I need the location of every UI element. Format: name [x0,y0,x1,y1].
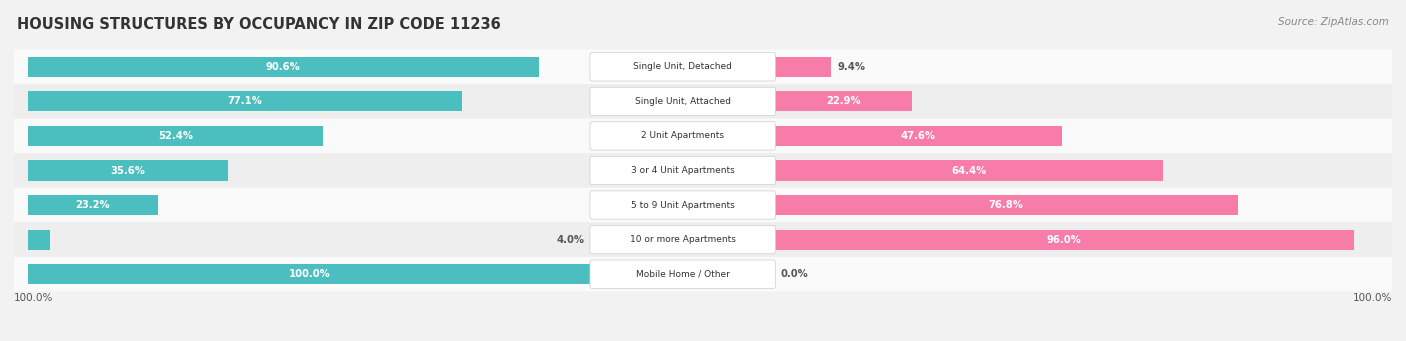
Bar [28,229,51,250]
Text: 47.6%: 47.6% [900,131,935,141]
Bar [28,57,538,77]
FancyBboxPatch shape [14,222,1392,257]
Text: 0.0%: 0.0% [780,269,808,279]
FancyBboxPatch shape [14,257,1392,292]
FancyBboxPatch shape [591,122,776,150]
Text: 100.0%: 100.0% [1353,293,1392,303]
Text: 23.2%: 23.2% [76,200,110,210]
Bar [773,126,1062,146]
Text: 4.0%: 4.0% [557,235,585,244]
Text: HOUSING STRUCTURES BY OCCUPANCY IN ZIP CODE 11236: HOUSING STRUCTURES BY OCCUPANCY IN ZIP C… [17,17,501,32]
Text: 90.6%: 90.6% [266,62,301,72]
Text: 3 or 4 Unit Apartments: 3 or 4 Unit Apartments [631,166,734,175]
Text: 76.8%: 76.8% [988,200,1024,210]
FancyBboxPatch shape [591,156,776,185]
Text: 10 or more Apartments: 10 or more Apartments [630,235,735,244]
Text: 52.4%: 52.4% [157,131,193,141]
Text: 100.0%: 100.0% [288,269,330,279]
Bar [28,91,463,112]
FancyBboxPatch shape [14,188,1392,222]
FancyBboxPatch shape [14,84,1392,119]
Text: 35.6%: 35.6% [111,165,145,176]
Bar [28,126,323,146]
Bar [28,195,159,215]
Bar [773,195,1239,215]
Text: Source: ZipAtlas.com: Source: ZipAtlas.com [1278,17,1389,27]
FancyBboxPatch shape [591,87,776,116]
Text: 2 Unit Apartments: 2 Unit Apartments [641,131,724,140]
FancyBboxPatch shape [591,225,776,254]
Text: 9.4%: 9.4% [838,62,866,72]
Text: Single Unit, Detached: Single Unit, Detached [633,62,733,71]
FancyBboxPatch shape [591,53,776,81]
Bar [28,264,592,284]
Text: 5 to 9 Unit Apartments: 5 to 9 Unit Apartments [631,201,734,210]
FancyBboxPatch shape [591,260,776,288]
Bar [773,161,1163,180]
Bar [773,229,1354,250]
Text: Single Unit, Attached: Single Unit, Attached [634,97,731,106]
Text: 64.4%: 64.4% [950,165,986,176]
FancyBboxPatch shape [14,49,1392,84]
Bar [28,161,228,180]
Text: Mobile Home / Other: Mobile Home / Other [636,270,730,279]
Bar [773,57,831,77]
FancyBboxPatch shape [591,191,776,219]
Text: 22.9%: 22.9% [825,97,860,106]
FancyBboxPatch shape [14,119,1392,153]
Bar [773,91,912,112]
Text: 100.0%: 100.0% [14,293,53,303]
Text: 77.1%: 77.1% [228,97,263,106]
FancyBboxPatch shape [14,153,1392,188]
Text: 96.0%: 96.0% [1046,235,1081,244]
